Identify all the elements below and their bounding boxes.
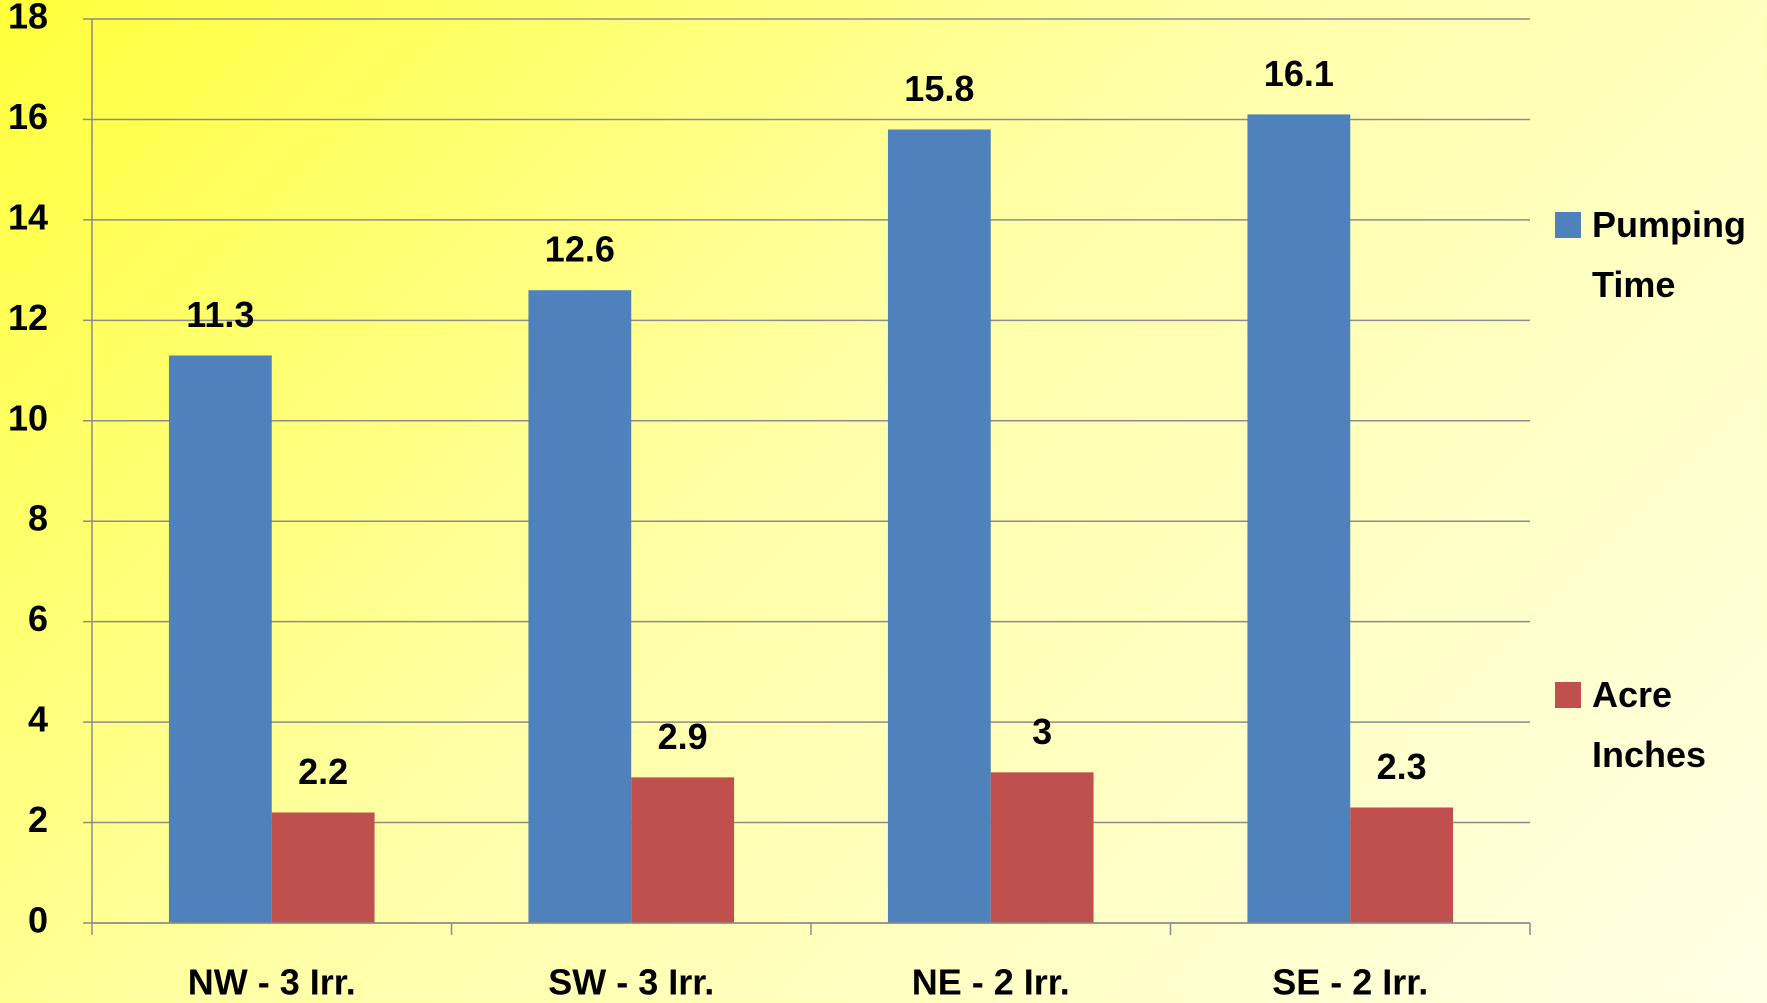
x-tick-label: SE - 2 Irr. xyxy=(1272,962,1428,1003)
legend-swatch xyxy=(1555,682,1581,708)
y-tick-label: 12 xyxy=(8,297,48,338)
data-label: 3 xyxy=(1032,711,1052,752)
y-tick-label: 10 xyxy=(8,397,48,438)
legend-label: Acre Inches xyxy=(1592,674,1707,775)
bar xyxy=(990,772,1094,923)
bar xyxy=(1350,807,1454,923)
y-tick-label: 0 xyxy=(28,900,48,941)
y-tick-label: 6 xyxy=(28,598,48,639)
data-label: 12.6 xyxy=(545,229,615,270)
data-label: 15.8 xyxy=(904,68,974,109)
y-tick-label: 8 xyxy=(28,498,48,539)
x-tick-label: SW - 3 Irr. xyxy=(548,962,714,1003)
legend-swatch xyxy=(1555,212,1581,238)
bar xyxy=(887,129,991,923)
y-tick-label: 14 xyxy=(8,196,48,237)
data-label: 16.1 xyxy=(1264,53,1334,94)
y-tick-label: 2 xyxy=(28,799,48,840)
x-tick-label: NW - 3 Irr. xyxy=(188,962,356,1003)
x-tick-label: NE - 2 Irr. xyxy=(912,962,1070,1003)
bar xyxy=(528,290,632,923)
data-label: 2.9 xyxy=(658,716,708,757)
y-tick-label: 4 xyxy=(28,699,48,740)
y-tick-label: 18 xyxy=(8,0,48,37)
data-label: 2.2 xyxy=(298,751,348,792)
data-label: 11.3 xyxy=(186,294,254,335)
bar xyxy=(271,812,375,923)
y-tick-label: 16 xyxy=(8,96,48,137)
bar xyxy=(1247,114,1351,923)
legend-label: Pumping Time xyxy=(1592,204,1746,305)
bar xyxy=(168,355,272,923)
bar xyxy=(631,777,735,923)
data-label: 2.3 xyxy=(1377,746,1427,787)
